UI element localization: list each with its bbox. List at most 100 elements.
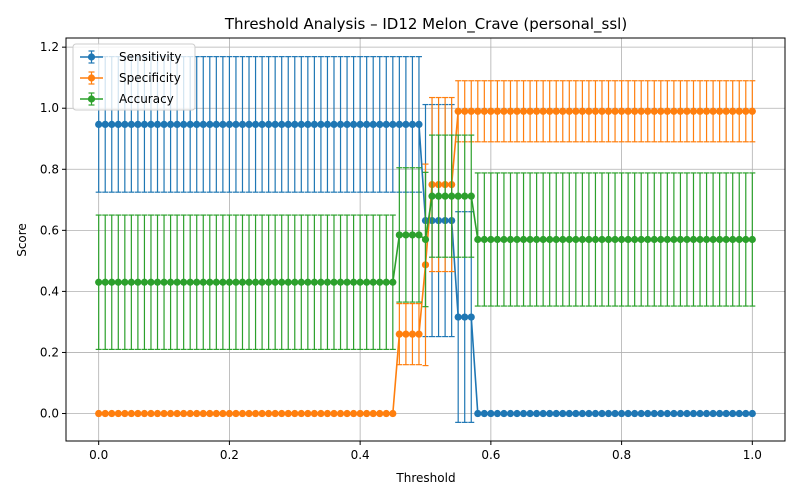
sensitivity-point-89 <box>676 409 685 418</box>
specificity-point-43 <box>376 409 384 418</box>
accuracy-point-98 <box>735 235 743 244</box>
sensitivity-point-49 <box>415 120 423 129</box>
specificity-point-7 <box>140 409 149 418</box>
accuracy-point-72 <box>565 235 573 244</box>
specificity-point-45 <box>389 409 397 418</box>
accuracy-point-42 <box>369 278 377 286</box>
specificity-point-29 <box>284 409 292 418</box>
sensitivity-point-69 <box>546 409 554 418</box>
accuracy-point-63 <box>506 235 515 244</box>
specificity-point-86 <box>657 107 665 115</box>
legend-label-sensitivity: Sensitivity <box>119 50 181 64</box>
accuracy-point-93 <box>702 235 711 244</box>
sensitivity-point-78 <box>604 409 613 418</box>
specificity-point-89 <box>676 107 685 115</box>
sensitivity-point-98 <box>735 409 743 418</box>
accuracy-point-59 <box>480 235 488 244</box>
accuracy-point-27 <box>271 278 279 286</box>
specificity-point-68 <box>539 107 547 115</box>
sensitivity-point-47 <box>402 120 410 129</box>
sensitivity-point-80 <box>617 409 626 418</box>
sensitivity-point-73 <box>572 409 580 418</box>
accuracy-point-91 <box>689 235 698 244</box>
sensitivity-point-24 <box>251 120 260 129</box>
specificity-point-19 <box>219 409 227 418</box>
accuracy-point-30 <box>291 278 299 286</box>
sensitivity-point-23 <box>245 120 253 129</box>
specificity-point-22 <box>238 409 247 418</box>
specificity-point-78 <box>604 107 613 115</box>
specificity-point-12 <box>173 409 181 418</box>
accuracy-point-44 <box>382 278 390 286</box>
sensitivity-point-14 <box>186 120 194 129</box>
accuracy-point-89 <box>676 235 685 244</box>
specificity-point-57 <box>467 107 475 115</box>
accuracy-point-46 <box>395 231 403 239</box>
specificity-point-100 <box>748 107 756 115</box>
accuracy-point-2 <box>108 278 116 286</box>
specificity-point-23 <box>245 409 253 418</box>
sensitivity-point-43 <box>376 120 384 129</box>
specificity-point-61 <box>493 107 501 115</box>
x-axis-ticks: 0.0 0.2 0.4 0.6 0.8 1.0 <box>89 441 762 462</box>
accuracy-point-11 <box>166 278 175 286</box>
accuracy-point-53 <box>441 192 449 200</box>
accuracy-point-84 <box>644 235 652 244</box>
specificity-point-42 <box>369 409 377 418</box>
sensitivity-point-7 <box>140 120 149 129</box>
accuracy-point-49 <box>415 231 423 239</box>
specificity-point-5 <box>127 409 135 418</box>
sensitivity-point-100 <box>748 409 756 418</box>
x-tick-label-2: 0.4 <box>351 448 370 462</box>
specificity-point-63 <box>506 107 515 115</box>
specificity-point-6 <box>134 409 142 418</box>
specificity-point-69 <box>546 107 554 115</box>
specificity-point-90 <box>683 107 691 115</box>
sensitivity-point-40 <box>356 120 364 129</box>
sensitivity-point-35 <box>323 120 332 129</box>
accuracy-point-8 <box>147 278 155 286</box>
y-tick-label-2: 0.4 <box>40 284 59 298</box>
accuracy-point-67 <box>533 235 541 244</box>
accuracy-point-24 <box>251 278 260 286</box>
specificity-point-15 <box>193 409 201 418</box>
accuracy-point-70 <box>552 235 560 244</box>
accuracy-point-78 <box>604 235 613 244</box>
accuracy-point-19 <box>219 278 227 286</box>
accuracy-point-35 <box>323 278 332 286</box>
specificity-point-20 <box>225 409 234 418</box>
accuracy-point-40 <box>356 278 364 286</box>
accuracy-point-51 <box>428 192 436 200</box>
sensitivity-point-61 <box>493 409 501 418</box>
sensitivity-point-29 <box>284 120 292 129</box>
sensitivity-point-45 <box>389 120 397 129</box>
accuracy-point-60 <box>487 235 495 244</box>
sensitivity-point-77 <box>598 409 606 418</box>
accuracy-point-12 <box>173 278 181 286</box>
accuracy-point-43 <box>376 278 384 286</box>
sensitivity-point-34 <box>317 120 325 129</box>
accuracy-point-26 <box>265 278 273 286</box>
accuracy-point-45 <box>389 278 397 286</box>
sensitivity-point-48 <box>408 120 417 129</box>
sensitivity-point-12 <box>173 120 181 129</box>
accuracy-point-61 <box>493 235 501 244</box>
sensitivity-point-21 <box>232 120 240 129</box>
sensitivity-point-46 <box>395 120 403 129</box>
sensitivity-point-17 <box>206 120 214 129</box>
sensitivity-point-37 <box>336 120 345 129</box>
specificity-point-84 <box>644 107 652 115</box>
specificity-point-30 <box>291 409 299 418</box>
legend-box <box>72 43 196 111</box>
accuracy-point-62 <box>500 235 508 244</box>
specificity-point-94 <box>709 107 717 115</box>
chart-title: Threshold Analysis – ID12 Melon_Crave (p… <box>224 15 627 34</box>
x-tick-label-5: 1.0 <box>743 448 762 462</box>
accuracy-point-14 <box>186 278 194 286</box>
specificity-point-39 <box>350 409 358 418</box>
specificity-point-0 <box>95 409 103 418</box>
sensitivity-point-88 <box>670 409 678 418</box>
sensitivity-point-91 <box>689 409 698 418</box>
accuracy-point-1 <box>101 278 109 286</box>
specificity-point-33 <box>310 409 318 418</box>
